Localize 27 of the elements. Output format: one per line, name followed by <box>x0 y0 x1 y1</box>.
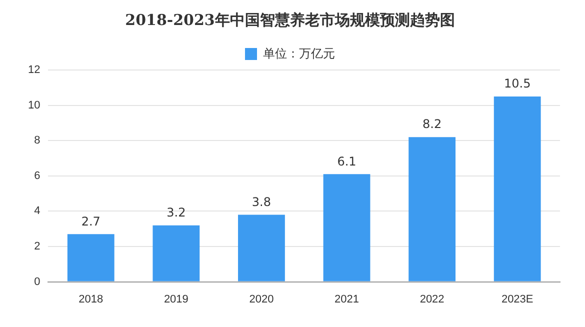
x-tick-label: 2018 <box>78 293 104 306</box>
chart-title: 2018-2023年中国智慧养老市场规模预测趋势图 <box>125 10 455 29</box>
y-tick-label: 6 <box>34 170 40 182</box>
y-tick-label: 2 <box>34 240 40 253</box>
bar <box>152 225 200 282</box>
bar <box>67 234 114 282</box>
x-tick-label: 2019 <box>164 293 188 306</box>
x-tick-label: 2023E <box>501 293 534 306</box>
x-tick-label: 2020 <box>249 293 274 306</box>
y-tick-label: 4 <box>34 205 40 218</box>
data-label: 2.7 <box>81 214 100 228</box>
bar <box>238 214 285 282</box>
bar <box>494 96 541 282</box>
x-tick-label: 2022 <box>420 293 444 306</box>
data-label: 6.1 <box>337 154 356 168</box>
bar <box>323 174 370 282</box>
legend-label: 单位：万亿元 <box>263 46 335 60</box>
bar <box>408 137 456 282</box>
y-tick-label: 10 <box>28 99 40 112</box>
y-tick-label: 8 <box>34 134 40 147</box>
data-label: 8.2 <box>422 117 442 132</box>
y-tick-label: 0 <box>34 276 40 288</box>
x-tick-label: 2021 <box>334 293 360 306</box>
data-label: 3.2 <box>166 205 186 220</box>
y-tick-label: 12 <box>28 64 40 76</box>
data-label: 3.8 <box>252 194 272 209</box>
data-label: 10.5 <box>504 76 531 91</box>
